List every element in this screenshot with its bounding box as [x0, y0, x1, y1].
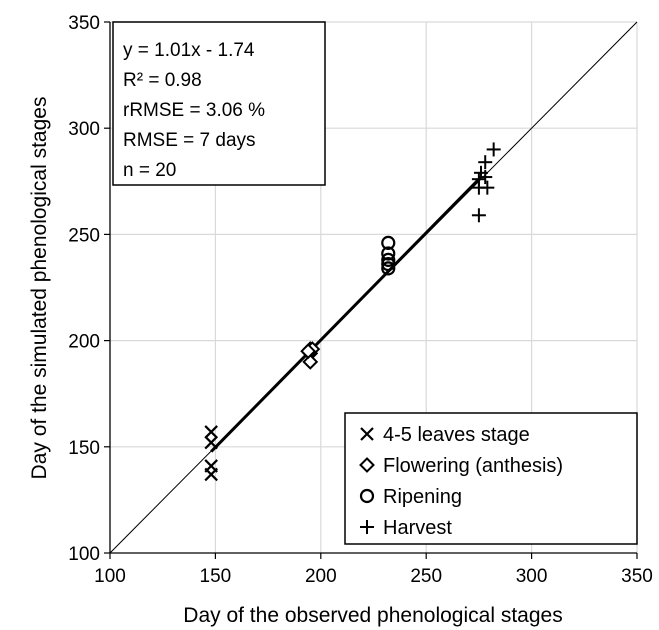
x-tick-label: 150: [200, 566, 232, 587]
legend-symbol: [360, 520, 374, 534]
y-axis-title: Day of the simulated phenological stages: [28, 97, 51, 480]
legend: 4-5 leaves stage Flowering (anthesis) Ri…: [344, 412, 638, 545]
stats-line-equation: y = 1.01x - 1.74: [123, 40, 255, 61]
regression-line: [210, 178, 480, 453]
point-flowering: [302, 353, 319, 370]
point-harvest: [471, 180, 486, 195]
y-tick-label: 300: [68, 119, 100, 140]
diamond-shape: [300, 343, 317, 360]
legend-frame: [344, 412, 638, 545]
stats-line-rmse: RMSE = 7 days: [123, 130, 256, 151]
x-tick-label: 300: [516, 566, 548, 587]
legend-symbol: [359, 457, 375, 473]
legend-label-harvest: Harvest: [383, 517, 452, 539]
point-ripening: [381, 257, 396, 272]
circle-shape: [381, 261, 396, 276]
x-stroke: [204, 435, 218, 450]
point-ripening: [381, 252, 396, 267]
point-ripening: [381, 235, 396, 250]
circle-shape: [359, 488, 375, 504]
circle-shape: [381, 235, 396, 250]
point-leaves-stage: [204, 425, 218, 439]
y-tick-label: 100: [68, 544, 100, 565]
stats-line-n: n = 20: [123, 160, 176, 181]
point-flowering: [300, 343, 317, 360]
stats-box-frame: [112, 21, 326, 186]
circle-shape: [381, 252, 396, 267]
point-harvest: [471, 208, 486, 223]
legend-marker-diamond: [359, 457, 375, 473]
y-tick-label: 150: [68, 438, 100, 459]
point-ripening: [381, 246, 396, 261]
stats-line-rrmse: rRMSE = 3.06 %: [123, 100, 265, 121]
y-tick-label: 350: [68, 13, 100, 34]
circle-shape: [381, 246, 396, 261]
data-points: [204, 142, 501, 482]
axes: [104, 21, 638, 559]
point-leaves-stage: [204, 467, 218, 482]
legend-label-ripening: Ripening: [383, 486, 462, 508]
reference-lines: [109, 21, 638, 554]
x-tick-label: 200: [305, 566, 337, 587]
x-stroke: [204, 467, 218, 482]
legend-marker-circle: [359, 488, 375, 504]
tick-labels: 100 150 200 250 300 350 100 150 200 250 300 350: [68, 13, 653, 587]
x-stroke: [360, 427, 374, 441]
point-ripening: [381, 261, 396, 276]
y-tick-label: 200: [68, 332, 100, 353]
stats-box: y = 1.01x - 1.74 R² = 0.98 rRMSE = 3.06 …: [112, 21, 326, 186]
x-tick-label: 100: [94, 566, 126, 587]
x-stroke: [204, 425, 218, 439]
legend-marker-x: [360, 427, 374, 441]
point-leaves-stage: [204, 435, 218, 450]
legend-label-leaves: 4-5 leaves stage: [383, 424, 530, 446]
diamond-shape: [302, 353, 319, 370]
stats-line-r2: R² = 0.98: [123, 70, 202, 91]
diamond-shape: [359, 457, 375, 473]
x-tick-label: 250: [410, 566, 442, 587]
circle-shape: [381, 257, 396, 272]
legend-symbol: [360, 427, 374, 441]
x-axis-title: Day of the observed phenological stages: [183, 604, 562, 627]
legend-marker-plus: [360, 520, 374, 534]
legend-label-flowering: Flowering (anthesis): [383, 455, 563, 477]
x-tick-label: 350: [621, 566, 653, 587]
point-harvest: [478, 170, 493, 185]
y-tick-label: 250: [68, 225, 100, 246]
point-harvest: [486, 142, 501, 157]
point-harvest: [478, 155, 493, 170]
legend-symbol: [359, 488, 375, 504]
